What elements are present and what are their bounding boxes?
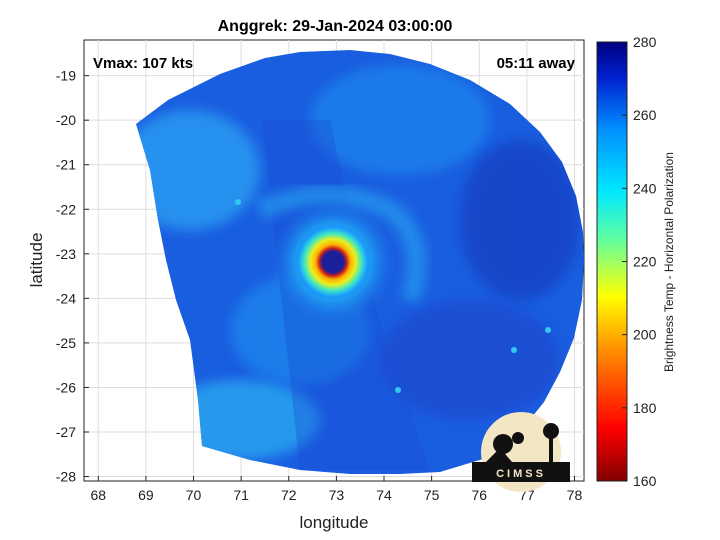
y-axis-label: latitude	[27, 233, 46, 288]
cimss-logo: CIMSS	[472, 412, 570, 492]
y-tick-label: -19	[56, 68, 76, 84]
brightness-temp-swath	[136, 50, 584, 474]
x-tick-label: 76	[471, 487, 487, 503]
storm-eye	[328, 254, 342, 268]
colorbar-tick-label: 180	[633, 400, 657, 416]
colorbar-label: Brightness Temp - Horizontal Polarizatio…	[662, 152, 676, 372]
y-tick-label: -25	[56, 335, 76, 351]
colorbar-tick-label: 220	[633, 254, 657, 270]
axis-ticks: 68 69 70 71 72 73 74 75 76 77 78-19-20-21-22-23-24…	[56, 68, 583, 503]
x-tick-label: 73	[329, 487, 345, 503]
y-tick-label: -23	[56, 246, 76, 262]
time-away-label: 05:11 away	[497, 55, 576, 72]
x-tick-label: 71	[233, 487, 249, 503]
x-tick-label: 68	[90, 487, 106, 503]
chart-title: Anggrek: 29-Jan-2024 03:00:00	[218, 18, 453, 35]
y-tick-label: -26	[56, 379, 76, 395]
colorbar-tick-label: 200	[633, 327, 657, 343]
vmax-label: Vmax: 107 kts	[93, 55, 193, 72]
x-tick-label: 75	[424, 487, 440, 503]
x-axis-label: longitude	[299, 513, 368, 532]
x-tick-label: 72	[281, 487, 297, 503]
x-tick-label: 78	[567, 487, 583, 503]
y-tick-label: -24	[56, 290, 76, 306]
y-tick-label: -22	[56, 201, 76, 217]
x-tick-label: 69	[138, 487, 154, 503]
x-tick-label: 74	[376, 487, 392, 503]
cimss-logo-text: CIMSS	[496, 468, 546, 480]
colorbar-tick-label: 280	[633, 34, 657, 50]
y-tick-label: -27	[56, 424, 76, 440]
colorbar-tick-label: 160	[633, 473, 657, 489]
colorbar-tick-label: 240	[633, 180, 657, 196]
x-tick-label: 70	[186, 487, 202, 503]
colorbar-ticks: 160 180 200 220 240 260 280	[622, 34, 657, 489]
y-tick-label: -28	[56, 469, 76, 485]
y-tick-label: -20	[56, 112, 76, 128]
colorbar-tick-label: 260	[633, 107, 657, 123]
y-tick-label: -21	[56, 157, 76, 173]
